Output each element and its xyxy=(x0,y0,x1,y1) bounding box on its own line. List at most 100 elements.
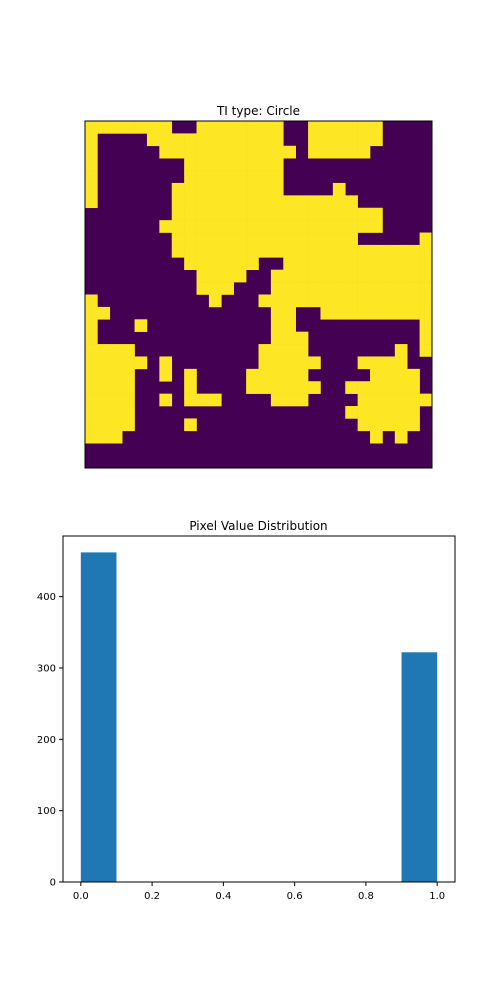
ti-cell xyxy=(370,244,383,258)
ti-cell xyxy=(85,368,98,382)
ti-cell xyxy=(246,195,259,209)
ti-cell xyxy=(419,306,433,320)
ti-cell xyxy=(221,232,235,246)
ti-cell xyxy=(320,133,334,147)
ti-cell xyxy=(394,282,408,295)
histogram-x-axis: 0.0 0.2 0.4 0.6 0.8 1.0 xyxy=(73,882,445,902)
ti-cell xyxy=(407,393,420,407)
histogram-bars xyxy=(80,552,438,882)
histogram-panel: Pixel Value Distribution 0.0 0.2 0.4 0.6 0.8… xyxy=(37,519,456,902)
ti-cell xyxy=(394,257,408,271)
ti-cell xyxy=(196,158,210,171)
ti-cell xyxy=(357,145,371,159)
ti-cell xyxy=(208,269,222,283)
ti-cell xyxy=(345,145,358,159)
ti-cell xyxy=(370,207,383,221)
ti-cell xyxy=(407,257,420,271)
ti-cell xyxy=(109,430,123,444)
ti-cell xyxy=(85,306,98,320)
ti-cell xyxy=(270,381,284,394)
ti-cell xyxy=(419,232,433,246)
ti-cell xyxy=(295,232,309,246)
ti-cell xyxy=(357,133,371,147)
ti-cell xyxy=(122,418,135,432)
ti-cell xyxy=(283,331,296,345)
ti-cell xyxy=(246,244,259,258)
ti-cell xyxy=(196,393,210,407)
ti-cell xyxy=(85,406,98,419)
ti-cell xyxy=(382,306,396,320)
ti-cell xyxy=(295,257,309,271)
ti-cell xyxy=(270,344,284,357)
ti-cell xyxy=(407,418,420,432)
ti-cell xyxy=(394,356,408,370)
ti-cell xyxy=(221,121,235,134)
ti-cell xyxy=(357,418,371,432)
ti-cell xyxy=(159,368,173,382)
ti-cell xyxy=(208,294,222,308)
ti-cell xyxy=(171,182,185,196)
ti-cell xyxy=(184,158,197,171)
ti-cell xyxy=(283,257,296,271)
ti-cell xyxy=(357,244,371,258)
ti-cell xyxy=(159,121,173,134)
ti-cell xyxy=(270,368,284,382)
ti-cell xyxy=(419,344,433,357)
ti-cell xyxy=(109,418,123,432)
ti-cell xyxy=(258,232,272,246)
ti-cell xyxy=(196,207,210,221)
ti-cell xyxy=(97,430,111,444)
histogram-bar xyxy=(80,552,117,882)
histogram-title: Pixel Value Distribution xyxy=(189,519,327,533)
ti-cell xyxy=(419,393,433,407)
ti-cell xyxy=(221,145,235,159)
ti-cell xyxy=(295,393,309,407)
ti-cell xyxy=(345,269,358,283)
ti-cell xyxy=(419,244,433,258)
ti-image-frame xyxy=(84,120,433,469)
ti-cell xyxy=(382,294,396,308)
y-tick-label: 200 xyxy=(37,735,56,746)
ti-cell xyxy=(270,319,284,332)
ti-cell xyxy=(283,368,296,382)
ti-cell xyxy=(345,232,358,246)
ti-cell xyxy=(134,319,148,332)
ti-cell xyxy=(208,182,222,196)
ti-cell xyxy=(419,269,433,283)
ti-cell xyxy=(122,393,135,407)
ti-cell xyxy=(97,344,111,357)
ti-cell xyxy=(97,356,111,370)
ti-cell xyxy=(146,121,160,134)
ti-cell xyxy=(196,145,210,159)
x-tick-label: 0.8 xyxy=(358,891,374,902)
ti-cell xyxy=(320,195,334,209)
ti-cell xyxy=(171,207,185,221)
ti-cell xyxy=(382,257,396,271)
ti-cell xyxy=(208,207,222,221)
ti-cell xyxy=(320,294,334,308)
ti-cell xyxy=(320,306,334,320)
ti-cell xyxy=(270,244,284,258)
ti-cell xyxy=(419,257,433,271)
ti-cell xyxy=(134,121,148,134)
ti-cell xyxy=(97,393,111,407)
ti-cell xyxy=(97,418,111,432)
ti-cell xyxy=(246,145,259,159)
ti-cell xyxy=(407,306,420,320)
ti-cell xyxy=(357,269,371,283)
ti-cell xyxy=(332,257,346,271)
ti-cell xyxy=(258,170,272,184)
ti-cell xyxy=(419,294,433,308)
ti-cell xyxy=(233,121,247,134)
ti-cell xyxy=(233,232,247,246)
ti-cell xyxy=(246,381,259,394)
ti-cell xyxy=(419,319,433,332)
ti-cell xyxy=(270,170,284,184)
ti-cell xyxy=(332,182,346,196)
ti-cell xyxy=(332,207,346,221)
ti-cell xyxy=(85,393,98,407)
ti-cell xyxy=(270,158,284,171)
ti-cell xyxy=(85,121,98,134)
ti-cell xyxy=(419,282,433,295)
ti-cell xyxy=(270,145,284,159)
